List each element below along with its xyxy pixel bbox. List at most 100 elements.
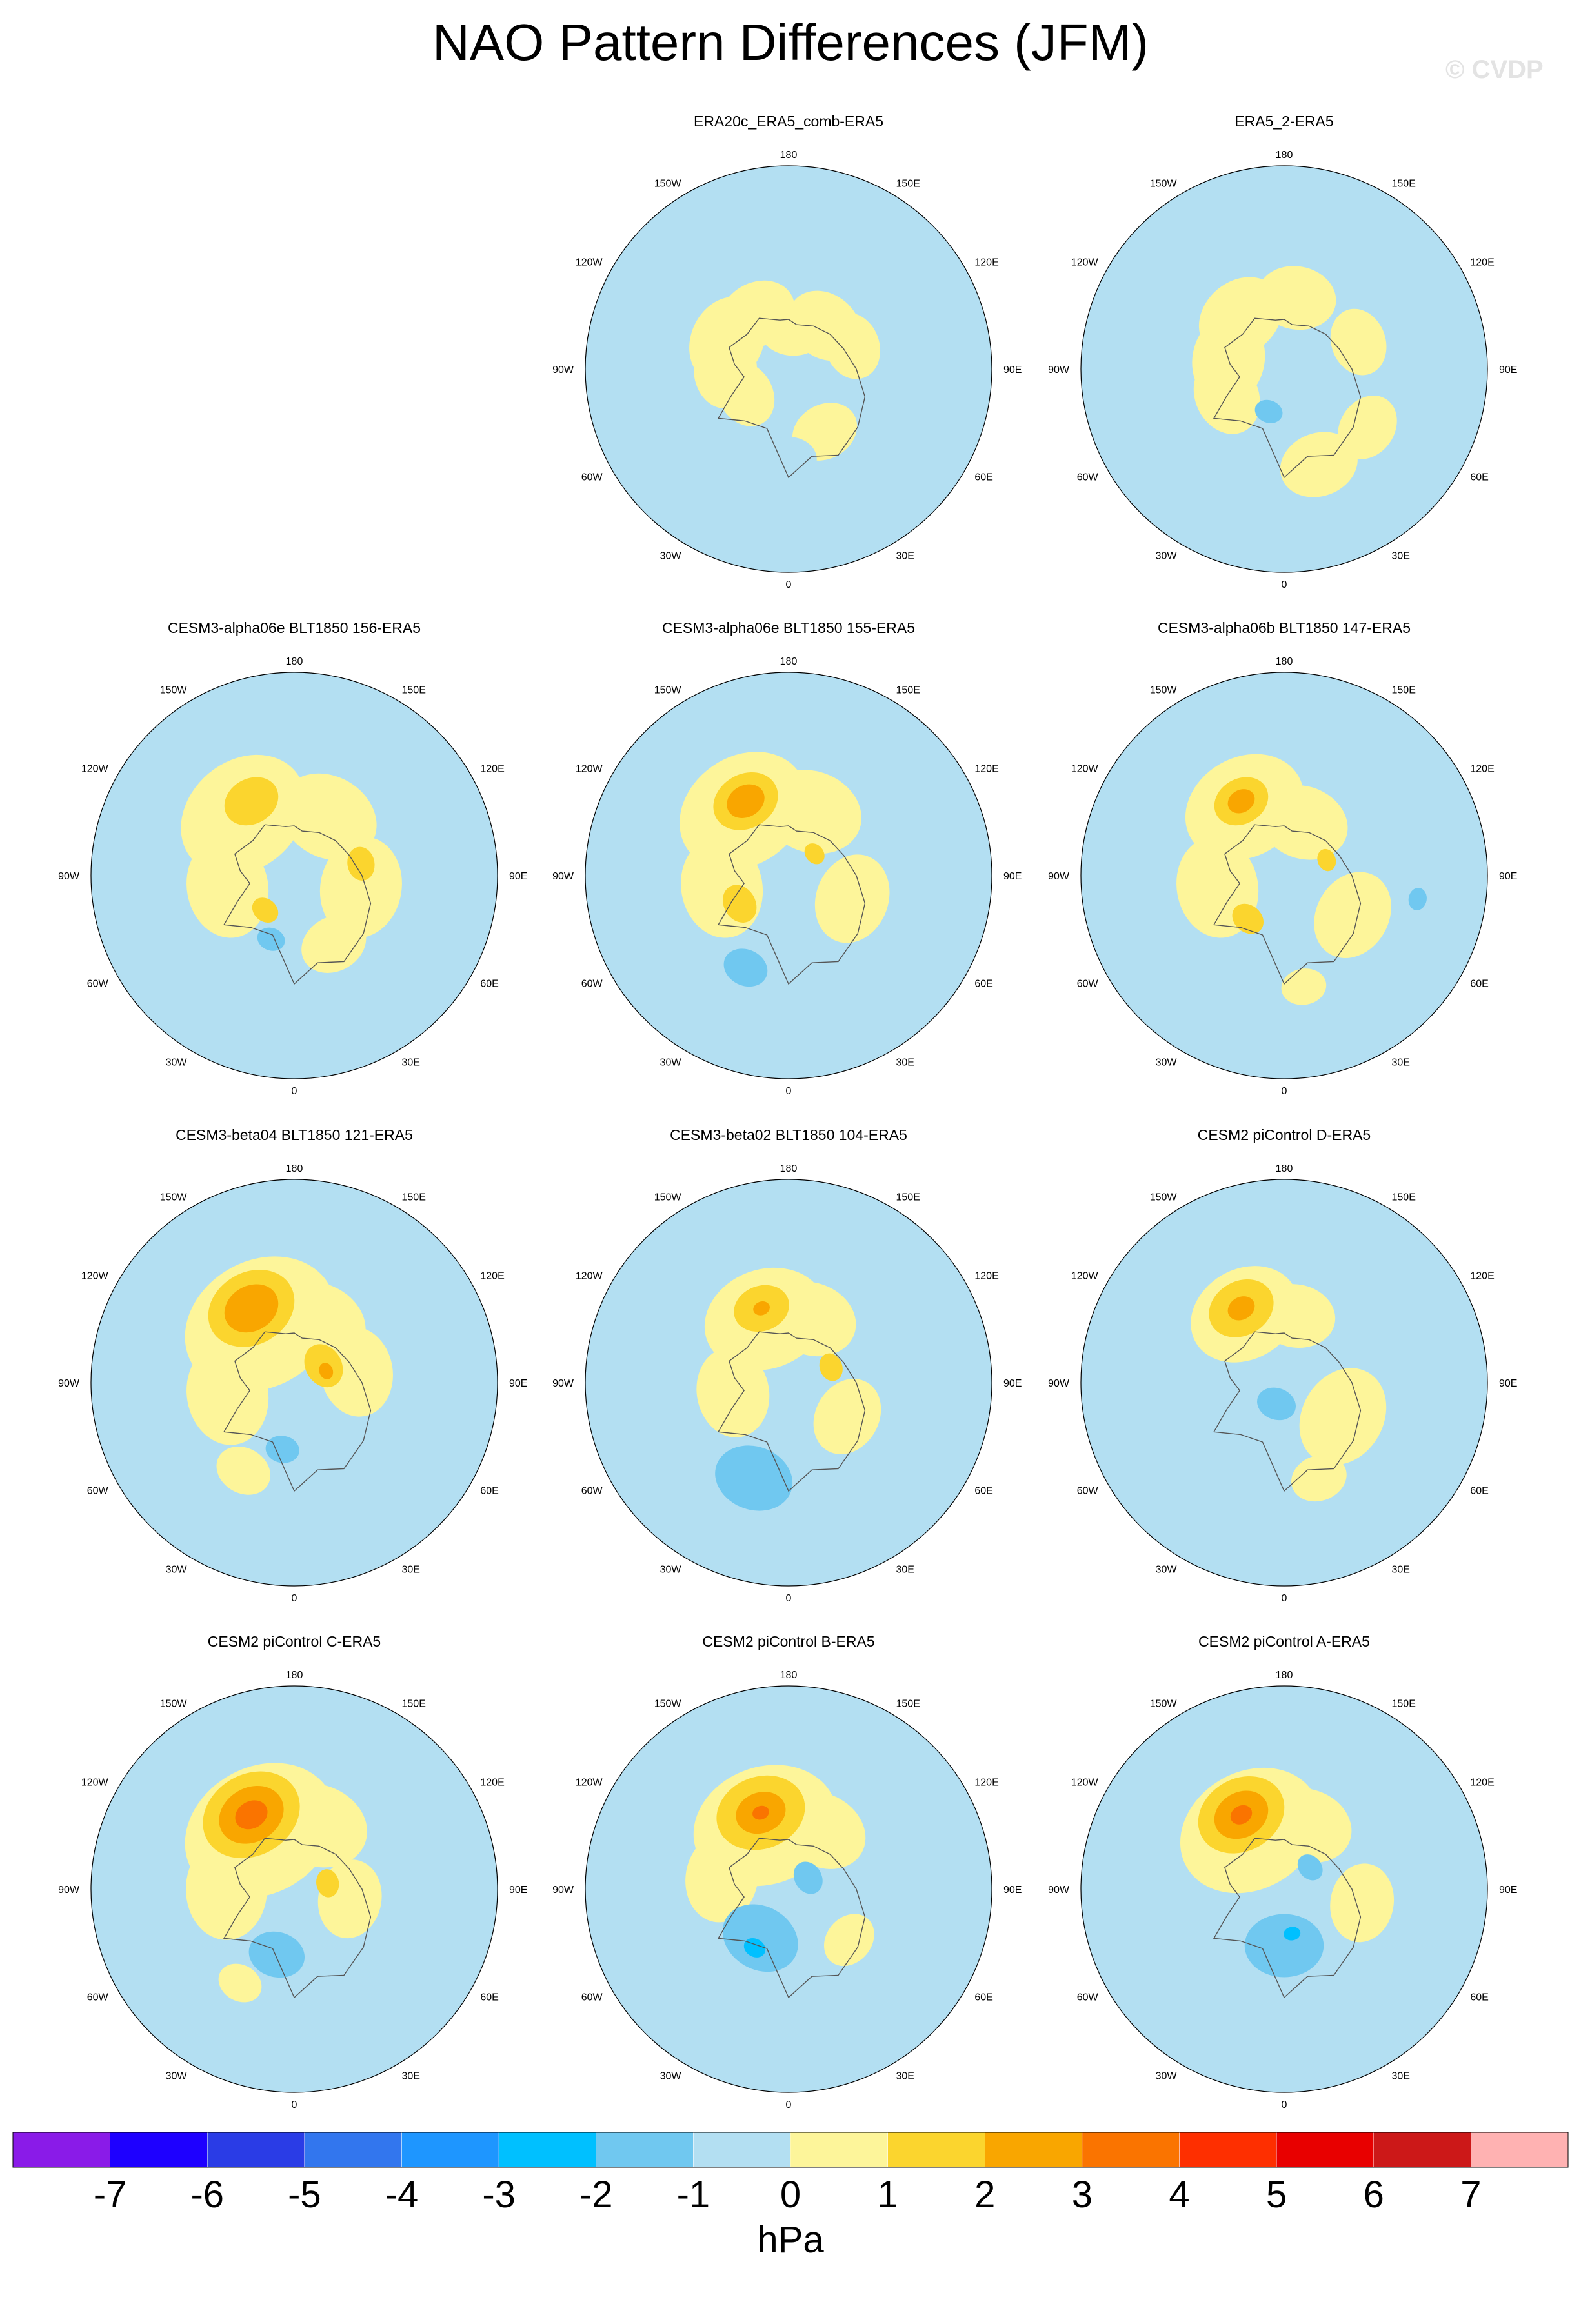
longitude-label: 30E [402,1564,420,1575]
longitude-label: 30E [1392,550,1410,561]
longitude-label: 120W [576,1778,603,1788]
longitude-label: 90W [58,1885,80,1896]
panel-title: CESM2 piControl D-ERA5 [1197,1127,1371,1143]
anomaly-contour [216,1447,270,1495]
anomaly-contour [1297,1854,1323,1881]
panel-title: ERA5_2-ERA5 [1234,113,1334,130]
coastline [717,1331,866,1492]
longitude-label: 0 [1282,1593,1287,1604]
longitude-label: 150E [896,179,920,190]
longitude-label: 150E [896,1192,920,1203]
longitude-label: 120W [576,764,603,775]
colorbar-swatch [110,2132,208,2168]
map-background [91,1686,498,2092]
anomaly-contour [1317,848,1336,872]
longitude-label: 60W [87,979,109,990]
map-panel: 180 150E 120E 90E 60E 30E 0 30W 60W 90W 120W 150W [1048,656,1517,1097]
longitude-label: 120W [81,1271,109,1282]
longitude-label: 150E [896,1699,920,1710]
panel-title: CESM2 piControl B-ERA5 [702,1633,875,1650]
longitude-label: 60W [1077,979,1099,990]
longitude-label: 150E [402,1699,426,1710]
colorbar-tick-label: -2 [579,2174,613,2216]
anomaly-contour [804,843,825,865]
anomaly-contour [347,846,375,881]
anomaly-contour [824,312,881,379]
longitude-label: 30W [166,1564,188,1575]
anomaly-contour [1227,789,1255,814]
colorbar-tick-label: -5 [288,2174,321,2216]
longitude-label: 0 [786,1086,792,1097]
colorbar-swatch [498,2132,596,2168]
map-background [1081,1179,1487,1586]
anomaly-contour [218,1963,262,2003]
anomaly-contour [1230,1805,1253,1825]
anomaly-contour [723,885,757,923]
anomaly-contour [1227,1296,1255,1321]
longitude-label: 30E [402,1057,420,1068]
map-background [585,1686,992,2092]
longitude-label: 150W [1150,1699,1178,1710]
longitude-label: 0 [786,2099,792,2110]
longitude-label: 150W [654,1192,682,1203]
longitude-label: 90E [1003,1885,1022,1896]
map-border [585,1179,992,1587]
colorbar-swatch [693,2132,791,2168]
anomaly-contour [761,770,861,854]
longitude-label: 30E [1392,1057,1410,1068]
panel-title: CESM3-alpha06b BLT1850 147-ERA5 [1157,619,1411,636]
longitude-label: 60E [480,979,498,990]
colorbar-swatch [596,2132,694,2168]
longitude-label: 120W [1071,764,1099,775]
map-panel: 180 150E 120E 90E 60E 30E 0 30W 60W 90W 120W 150W [1048,1163,1517,1604]
longitude-label: 120W [81,1778,109,1788]
longitude-label: 90E [1003,1378,1022,1389]
longitude-label: 150E [1392,1192,1416,1203]
longitude-label: 90E [509,1885,527,1896]
longitude-label: 120E [974,257,998,268]
longitude-label: 60W [581,1992,603,2003]
longitude-label: 180 [780,1163,798,1174]
colorbar-swatch [1179,2132,1277,2168]
longitude-label: 90E [509,871,527,882]
map-panel: 180 150E 120E 90E 60E 30E 0 30W 60W 90W 120W 150W [552,1163,1022,1604]
longitude-label: 150E [1392,685,1416,696]
panel-title: CESM3-beta02 BLT1850 104-ERA5 [670,1127,907,1143]
colorbar-tick-label: 4 [1169,2174,1190,2216]
map-background [1081,1686,1487,2092]
longitude-label: 30E [896,550,914,561]
page-title: NAO Pattern Differences (JFM) [432,14,1149,71]
longitude-label: 150W [160,1699,188,1710]
longitude-label: 180 [780,1670,798,1681]
map-background [1081,166,1487,572]
longitude-label: 30W [660,1564,682,1575]
longitude-label: 180 [286,656,303,667]
anomaly-contour [235,1800,268,1830]
colorbar-tick-label: 2 [974,2174,996,2216]
anomaly-contour [265,1436,299,1463]
colorbar [12,2132,1569,2168]
anomaly-contour [1338,396,1397,459]
longitude-label: 60E [974,979,992,990]
anomaly-contour [1314,872,1391,959]
longitude-label: 90W [552,871,574,882]
longitude-label: 30W [166,2070,188,2081]
longitude-label: 60W [581,979,603,990]
longitude-label: 30E [896,1057,914,1068]
units-label: hPa [757,2219,824,2261]
anomaly-contour [224,777,279,826]
map-panel: 180 150E 120E 90E 60E 30E 0 30W 60W 90W 120W 150W [552,656,1022,1097]
longitude-label: 60W [87,1486,109,1497]
longitude-label: 150E [896,685,920,696]
longitude-label: 180 [1276,150,1293,161]
longitude-label: 60E [480,1992,498,2003]
longitude-label: 90E [1499,1885,1517,1896]
colorbar-tick-label: 6 [1363,2174,1384,2216]
longitude-label: 90W [552,1378,574,1389]
panel-title: CESM3-alpha06e BLT1850 155-ERA5 [661,619,916,636]
longitude-label: 90W [1048,871,1070,882]
anomaly-contour [301,915,367,973]
longitude-label: 90W [552,1885,574,1896]
longitude-label: 0 [1282,1086,1287,1097]
anomaly-contour [1257,1387,1296,1421]
